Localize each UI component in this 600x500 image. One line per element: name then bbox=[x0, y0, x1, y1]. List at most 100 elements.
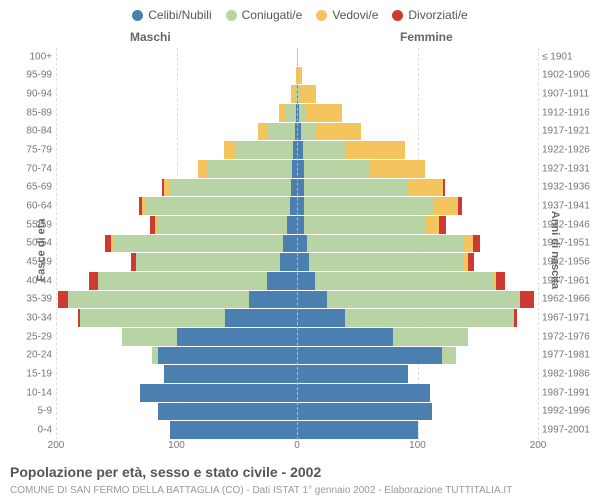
legend-item: Celibi/Nubili bbox=[132, 8, 211, 22]
male-bar bbox=[56, 141, 297, 159]
segment-married bbox=[208, 160, 292, 178]
x-tick: 0 bbox=[294, 440, 300, 451]
birth-year-label: 1952-1956 bbox=[542, 257, 598, 268]
segment-single bbox=[297, 216, 304, 234]
birth-year-label: 1957-1961 bbox=[542, 275, 598, 286]
segment-divorced bbox=[496, 272, 506, 290]
segment-single bbox=[297, 272, 315, 290]
female-bar bbox=[297, 403, 538, 421]
age-label: 40-44 bbox=[14, 275, 52, 286]
segment-married bbox=[268, 123, 295, 141]
male-bar bbox=[56, 179, 297, 197]
female-bar bbox=[297, 328, 538, 346]
segment-single bbox=[297, 253, 309, 271]
legend-label: Coniugati/e bbox=[242, 8, 303, 22]
age-label: 95-99 bbox=[14, 70, 52, 81]
male-bar bbox=[56, 160, 297, 178]
female-bar bbox=[297, 272, 538, 290]
legend-item: Vedovi/e bbox=[316, 8, 378, 22]
segment-single bbox=[290, 197, 297, 215]
segment-single bbox=[297, 403, 432, 421]
age-label: 50-54 bbox=[14, 238, 52, 249]
legend-swatch bbox=[226, 10, 237, 21]
segment-single bbox=[297, 179, 304, 197]
birth-year-label: 1997-2001 bbox=[542, 425, 598, 436]
x-tick: 200 bbox=[530, 440, 547, 451]
segment-single bbox=[158, 347, 297, 365]
x-tick: 100 bbox=[168, 440, 185, 451]
birth-year-label: 1932-1936 bbox=[542, 182, 598, 193]
segment-married bbox=[145, 197, 290, 215]
segment-single bbox=[297, 347, 442, 365]
x-tick: 200 bbox=[48, 440, 65, 451]
segment-single bbox=[297, 365, 408, 383]
segment-married bbox=[307, 235, 464, 253]
segment-married bbox=[114, 235, 283, 253]
segment-widowed bbox=[407, 179, 443, 197]
birth-year-label: 1907-1911 bbox=[542, 89, 598, 100]
age-label: 60-64 bbox=[14, 201, 52, 212]
segment-single bbox=[297, 235, 307, 253]
female-bar bbox=[297, 67, 538, 85]
male-header: Maschi bbox=[130, 30, 171, 44]
center-axis bbox=[297, 48, 298, 440]
female-bar bbox=[297, 384, 538, 402]
segment-divorced bbox=[514, 309, 518, 327]
female-bar bbox=[297, 197, 538, 215]
female-bar bbox=[297, 160, 538, 178]
age-label: 90-94 bbox=[14, 89, 52, 100]
male-bar bbox=[56, 347, 297, 365]
age-label: 0-4 bbox=[14, 425, 52, 436]
segment-single bbox=[170, 421, 297, 439]
segment-married bbox=[304, 197, 434, 215]
segment-widowed bbox=[198, 160, 208, 178]
segment-single bbox=[267, 272, 297, 290]
age-label: 55-59 bbox=[14, 219, 52, 230]
age-label: 45-49 bbox=[14, 257, 52, 268]
segment-married bbox=[327, 291, 520, 309]
segment-married bbox=[304, 160, 370, 178]
segment-widowed bbox=[425, 216, 439, 234]
male-bar bbox=[56, 328, 297, 346]
segment-married bbox=[345, 309, 514, 327]
segment-married bbox=[304, 179, 406, 197]
segment-single bbox=[297, 197, 304, 215]
male-bar bbox=[56, 309, 297, 327]
birth-year-label: 1962-1966 bbox=[542, 294, 598, 305]
male-bar bbox=[56, 235, 297, 253]
segment-divorced bbox=[473, 235, 480, 253]
birth-year-label: 1992-1996 bbox=[542, 406, 598, 417]
female-bar bbox=[297, 347, 538, 365]
segment-widowed bbox=[258, 123, 268, 141]
female-bar bbox=[297, 235, 538, 253]
segment-married bbox=[80, 309, 225, 327]
segment-married bbox=[68, 291, 249, 309]
female-header: Femmine bbox=[400, 30, 453, 44]
age-label: 85-89 bbox=[14, 107, 52, 118]
segment-single bbox=[297, 291, 327, 309]
birth-year-label: 1937-1941 bbox=[542, 201, 598, 212]
legend-label: Celibi/Nubili bbox=[148, 8, 211, 22]
segment-single bbox=[287, 216, 297, 234]
birth-year-label: 1917-1921 bbox=[542, 126, 598, 137]
segment-single bbox=[225, 309, 297, 327]
male-bar bbox=[56, 421, 297, 439]
segment-married bbox=[170, 179, 291, 197]
age-label: 30-34 bbox=[14, 313, 52, 324]
segment-widowed bbox=[463, 235, 473, 253]
female-bar bbox=[297, 365, 538, 383]
segment-single bbox=[297, 160, 304, 178]
birth-year-label: 1912-1916 bbox=[542, 107, 598, 118]
legend-swatch bbox=[132, 10, 143, 21]
segment-single bbox=[164, 365, 297, 383]
age-label: 65-69 bbox=[14, 182, 52, 193]
plot-area: 0-41997-20015-91992-199610-141987-199115… bbox=[56, 48, 538, 440]
age-label: 5-9 bbox=[14, 406, 52, 417]
birth-year-label: 1982-1986 bbox=[542, 369, 598, 380]
birth-year-label: 1987-1991 bbox=[542, 387, 598, 398]
female-bar bbox=[297, 179, 538, 197]
segment-married bbox=[122, 328, 176, 346]
segment-divorced bbox=[443, 179, 445, 197]
segment-married bbox=[309, 253, 463, 271]
chart-title: Popolazione per età, sesso e stato civil… bbox=[10, 464, 321, 480]
